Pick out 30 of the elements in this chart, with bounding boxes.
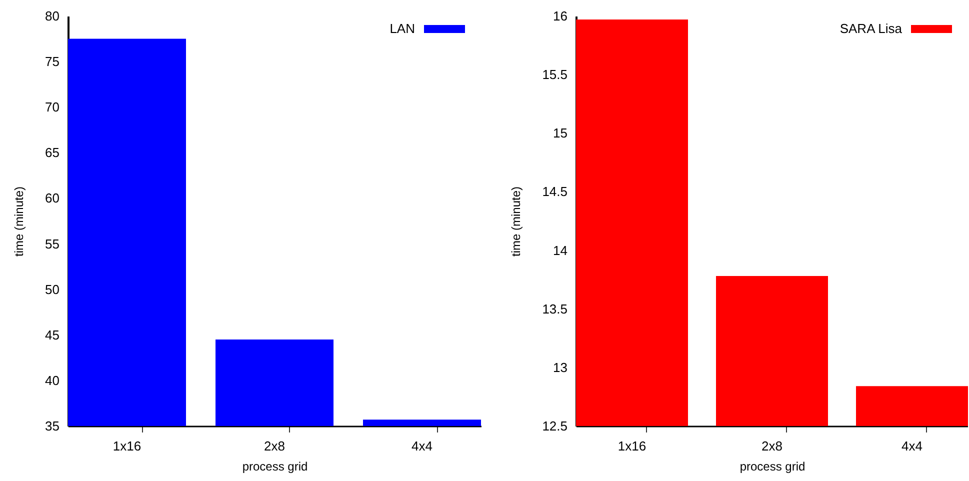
y-tick-label: 13.5: [542, 301, 568, 316]
y-tick-label: 60: [45, 190, 60, 206]
y-tick-label: 35: [45, 418, 60, 434]
y-tick-label: 13: [553, 360, 568, 375]
y-tick-label: 45: [45, 327, 60, 342]
y-tick-label: 14.5: [542, 184, 568, 200]
y-axis-title: time (minute): [12, 186, 26, 257]
legend-label: SARA Lisa: [840, 21, 903, 36]
y-tick-label: 70: [45, 100, 60, 115]
y-tick-label: 50: [45, 282, 60, 297]
y-tick-label: 65: [45, 145, 60, 160]
y-tick-label: 55: [45, 236, 60, 252]
y-tick-label: 12.5: [542, 418, 568, 434]
x-axis-title: process grid: [242, 460, 308, 474]
x-tick-label: 1x16: [618, 438, 646, 454]
y-tick-label: 15: [553, 126, 568, 141]
y-tick-label: 40: [45, 372, 60, 388]
x-tick-label: 4x4: [902, 438, 922, 454]
x-tick-label: 2x8: [762, 438, 782, 454]
y-tick-label: 15.5: [542, 67, 568, 82]
y-axis-title: time (minute): [509, 186, 524, 257]
legend-label: LAN: [390, 21, 415, 36]
y-tick-label: 14: [553, 242, 568, 258]
y-tick-label: 16: [553, 8, 568, 24]
x-tick-label: 4x4: [412, 438, 432, 454]
x-tick-label: 1x16: [112, 438, 142, 454]
y-tick-label: 75: [45, 54, 60, 70]
x-tick-label: 2x8: [264, 438, 285, 454]
x-axis-title: process grid: [740, 460, 806, 474]
y-tick-label: 80: [45, 8, 60, 24]
